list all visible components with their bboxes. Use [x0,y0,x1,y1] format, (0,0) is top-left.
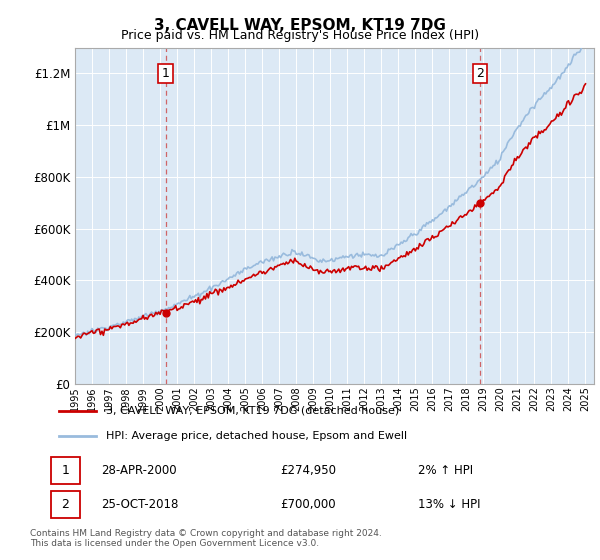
Text: 28-APR-2000: 28-APR-2000 [101,464,176,477]
Bar [50,492,80,518]
Text: 1: 1 [161,67,169,80]
Text: 2% ↑ HPI: 2% ↑ HPI [418,464,473,477]
Text: HPI: Average price, detached house, Epsom and Ewell: HPI: Average price, detached house, Epso… [106,431,407,441]
Text: 3, CAVELL WAY, EPSOM, KT19 7DG (detached house): 3, CAVELL WAY, EPSOM, KT19 7DG (detached… [106,406,400,416]
Text: This data is licensed under the Open Government Licence v3.0.: This data is licensed under the Open Gov… [30,539,319,548]
Text: 13% ↓ HPI: 13% ↓ HPI [418,498,480,511]
Text: £274,950: £274,950 [280,464,337,477]
Text: 3, CAVELL WAY, EPSOM, KT19 7DG: 3, CAVELL WAY, EPSOM, KT19 7DG [154,18,446,33]
Text: 2: 2 [61,498,69,511]
Text: Contains HM Land Registry data © Crown copyright and database right 2024.: Contains HM Land Registry data © Crown c… [30,529,382,538]
Text: 2: 2 [476,67,484,80]
Text: Price paid vs. HM Land Registry's House Price Index (HPI): Price paid vs. HM Land Registry's House … [121,29,479,42]
Bar [50,457,80,484]
Text: 25-OCT-2018: 25-OCT-2018 [101,498,178,511]
Text: 1: 1 [61,464,69,477]
Text: £700,000: £700,000 [280,498,336,511]
